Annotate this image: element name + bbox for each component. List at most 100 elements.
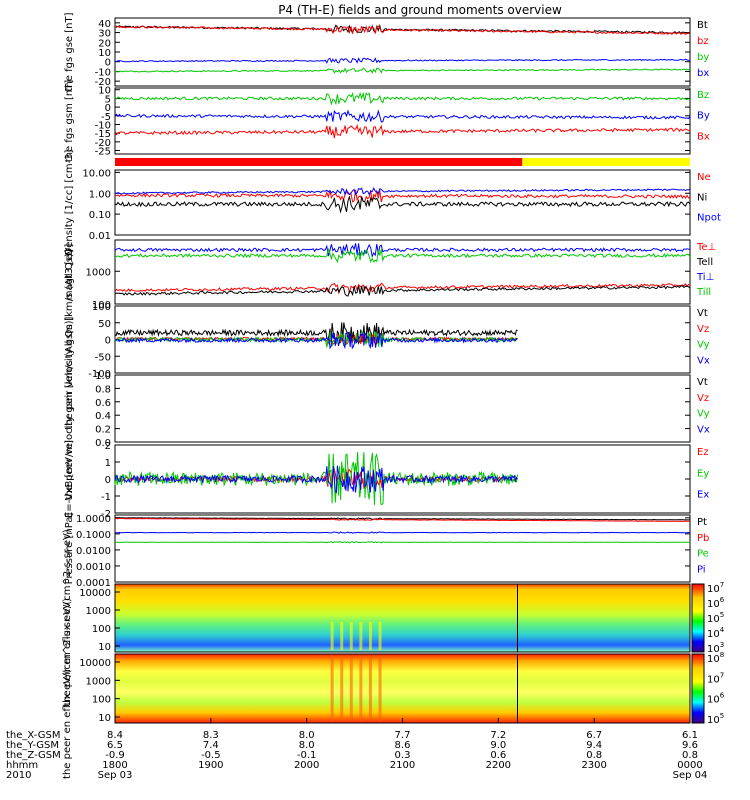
spectrogram-streak xyxy=(340,622,344,650)
x-tick-label: 8.6 xyxy=(395,740,411,751)
spectrogram-image xyxy=(115,584,690,652)
colorbar xyxy=(691,583,705,653)
series-line-By xyxy=(114,109,691,123)
series-line-Pt xyxy=(114,517,690,521)
panel-frame xyxy=(114,305,691,374)
x-axis-start-date: Sep 03 xyxy=(98,770,133,781)
panel-8: 1.0000 0.1000 0.0100 0.0010 0.0001 Pt Pb Pe Pi Pr… xyxy=(64,513,709,589)
series-line-Till xyxy=(114,247,691,264)
y-axis-label: the peer velocity gsm [km/s (All Qs)] xyxy=(64,316,75,500)
panel-7: 2 1 0 -1 -2 Ez Ey Ex E=-VxB [mV/m] xyxy=(64,440,709,520)
legend-label: Vx xyxy=(697,355,710,366)
colorbar-tick-label: 108 xyxy=(707,651,724,665)
x-tick-label: -0.1 xyxy=(297,750,317,761)
y-axis-label: the fgs gsm [nT] xyxy=(64,80,75,163)
x-axis-end-date: Sep 04 xyxy=(673,770,708,781)
y-tick-label: 100 xyxy=(92,302,111,313)
y-tick-label: 0.0010 xyxy=(76,562,111,573)
panel-frame xyxy=(114,17,691,87)
y-tick-label: 0.6 xyxy=(95,398,111,409)
legend-label: Vy xyxy=(697,340,710,351)
y-tick-label: -20 xyxy=(95,138,111,149)
panel-3: 10.00 1.00 0.10 0.01 Ne Ni Npot Density [1/cc] … xyxy=(64,149,721,255)
spectrogram-streak xyxy=(359,622,363,650)
y-tick-label: 1000 xyxy=(86,606,111,617)
series-line-by xyxy=(114,67,691,74)
x-axis-year: 2010 xyxy=(6,770,31,781)
y-tick-label: -10 xyxy=(95,67,111,78)
y-tick-label: 0.2 xyxy=(95,425,111,436)
spectrogram-streak xyxy=(359,656,363,721)
x-tick-label: 7.2 xyxy=(490,730,506,741)
x-tick-label: 0.6 xyxy=(490,750,506,761)
x-tick-label: 1800 xyxy=(102,760,127,771)
series-line-Ti⊥ xyxy=(114,243,690,258)
y-axis-label: Pressure [nPa] xyxy=(64,513,75,585)
spectrogram-streak xyxy=(330,622,334,650)
y-tick-label: 0.01 xyxy=(89,231,111,242)
colorbar-tick-label: 105 xyxy=(707,712,724,726)
y-axis-label: the fgs gse [nT] xyxy=(64,12,75,91)
spectrogram-streak xyxy=(340,656,344,721)
x-axis-row-label: hhmm xyxy=(6,760,38,771)
series-line-Vx xyxy=(114,331,518,350)
y-tick-label: -100 xyxy=(88,369,111,380)
colorbar xyxy=(691,653,705,724)
legend-label: Ey xyxy=(697,468,709,479)
x-tick-label: 8.4 xyxy=(107,730,123,741)
x-tick-label: 0.3 xyxy=(395,750,411,761)
legend-label: Vz xyxy=(697,324,709,335)
legend-label: by xyxy=(697,52,709,63)
spectrogram-streak xyxy=(330,656,334,721)
legend-label: Ti⊥ xyxy=(696,272,714,283)
y-tick-label: 0 xyxy=(105,103,111,114)
legend-label: Ni xyxy=(697,192,707,203)
x-axis-row-label: the_X-GSM xyxy=(6,730,60,741)
legend-label: Te⊥ xyxy=(696,242,716,253)
legend-label: Vt xyxy=(697,308,708,319)
y-tick-label: 30 xyxy=(98,29,111,40)
legend-label: Tell xyxy=(696,257,713,268)
series-line-Vy xyxy=(114,330,518,348)
x-tick-label: 8.0 xyxy=(299,730,315,741)
x-tick-label: 2200 xyxy=(486,760,511,771)
panel-5: 100 50 0 -50 -100 Vt Vz Vy Vx the peir velocity g… xyxy=(64,249,710,430)
legend-label: Ez xyxy=(697,447,709,458)
y-axis-label: E=-VxB [mV/m] xyxy=(64,440,75,518)
y-tick-label: 100 xyxy=(92,300,111,311)
x-tick-label: 2000 xyxy=(294,760,319,771)
y-tick-label: 1000 xyxy=(86,267,111,278)
y-tick-label: 0.1000 xyxy=(76,530,111,541)
colorbar-tick-label: 107 xyxy=(707,671,724,685)
mode-bar-segment xyxy=(115,158,523,166)
x-tick-label: 2300 xyxy=(581,760,606,771)
panel-frame xyxy=(114,374,691,443)
y-tick-label: 1.0 xyxy=(95,371,111,382)
series-line-Ey xyxy=(114,452,518,506)
y-tick-label: 10 xyxy=(98,48,111,59)
colorbar-tick-label: 105 xyxy=(707,611,724,625)
x-tick-label: 0.8 xyxy=(586,750,602,761)
y-tick-label: 10 xyxy=(98,642,111,653)
spectrogram-streak xyxy=(368,656,372,721)
panel-frame xyxy=(114,169,691,236)
legend-label: Pe xyxy=(697,549,709,560)
spectrogram-image xyxy=(115,654,690,723)
y-tick-label: 10.00 xyxy=(82,168,111,179)
legend-label: Ex xyxy=(697,490,709,501)
y-tick-label: -25 xyxy=(95,147,111,158)
y-tick-label: -2 xyxy=(101,509,111,520)
series-line-Te⊥ xyxy=(114,282,691,295)
series-line-Ex xyxy=(114,465,518,494)
x-tick-label: -0.9 xyxy=(105,750,125,761)
x-tick-label: 6.1 xyxy=(682,730,698,741)
x-tick-label: 8.0 xyxy=(299,740,315,751)
y-tick-label: 0.0100 xyxy=(76,546,111,557)
x-tick-label: 7.7 xyxy=(395,730,411,741)
y-axis-label: the peir velocity gsm [km/s (All Qs)] xyxy=(64,249,75,430)
series-line-Bx xyxy=(115,124,691,139)
